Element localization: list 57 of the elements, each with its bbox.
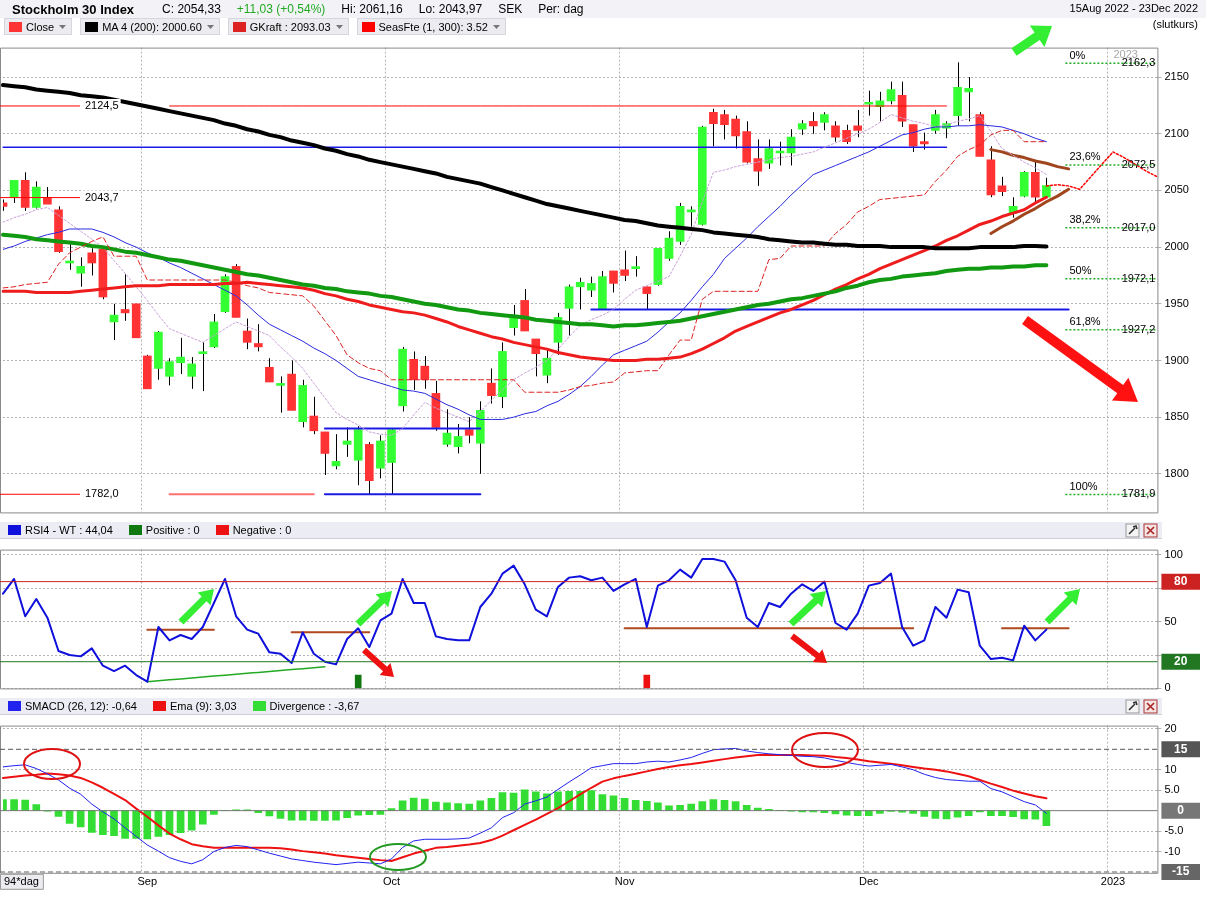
legend-label: Negative : 0 xyxy=(232,524,292,536)
y-tick-label: 10 xyxy=(1164,762,1177,775)
ref-line-label: 1781,9 xyxy=(1121,487,1156,500)
y-tick-label: 1800 xyxy=(1164,466,1189,479)
y-tick-label: 0 xyxy=(1164,681,1171,694)
y-tick-label: 1950 xyxy=(1164,296,1189,309)
legend-label: MA 4 (200): 2000.60 xyxy=(102,20,202,33)
ref-line-label: 1782,0 xyxy=(85,487,119,500)
text: 94*dag xyxy=(4,874,39,887)
y-tick-label: -10 xyxy=(1164,844,1181,857)
x-tick-label: Nov xyxy=(614,875,635,888)
ref-line-label: 2017,0 xyxy=(1121,220,1156,233)
y-tick-label: 2150 xyxy=(1164,70,1189,83)
x-tick-label: 2023 xyxy=(1100,875,1126,888)
y-tick-label: 20 xyxy=(1164,721,1177,734)
annotation: 0% xyxy=(1069,48,1086,61)
annotation: 38,2% xyxy=(1069,213,1101,226)
text: +11,03 (+0,54%) xyxy=(236,2,326,16)
ref-line-label: 1972,1 xyxy=(1121,271,1156,284)
annotation: 61,8% xyxy=(1069,315,1101,328)
y-tick-label: 2000 xyxy=(1164,240,1189,253)
legend-label: Positive : 0 xyxy=(145,524,200,536)
x-tick-label: Oct xyxy=(382,875,401,888)
y-tick-label: 100 xyxy=(1164,547,1183,560)
ref-line-label: 80 xyxy=(1174,573,1188,588)
text: SEK xyxy=(498,2,523,16)
legend-label: SeasFte (1, 300): 3.52 xyxy=(378,20,488,33)
text: C: 2054,33 xyxy=(162,2,221,16)
ref-line-label: 2043,7 xyxy=(85,190,119,203)
y-tick-label: 2050 xyxy=(1164,183,1189,196)
y-tick-label: 5.0 xyxy=(1164,783,1180,796)
text: Hi: 2061,16 xyxy=(341,2,403,16)
annotation: 100% xyxy=(1069,479,1098,492)
legend-label: Close xyxy=(26,20,55,33)
text: Per: dag xyxy=(538,2,584,16)
x-tick-label: Sep xyxy=(137,875,158,888)
annotation: 23,6% xyxy=(1069,150,1101,163)
ref-line-label: 1927,2 xyxy=(1121,322,1156,335)
legend-label: Divergence : -3,67 xyxy=(269,700,360,712)
legend-label: GKraft : 2093.03 xyxy=(249,20,331,33)
legend-label: RSI4 - WT : 44,04 xyxy=(25,524,113,536)
x-tick-label: Dec xyxy=(859,875,880,888)
ref-line-label: -15 xyxy=(1172,864,1190,879)
text: Lo: 2043,97 xyxy=(418,2,483,16)
y-tick-label: 1850 xyxy=(1164,410,1189,423)
y-tick-label: -5.0 xyxy=(1164,824,1184,837)
text: 15Aug 2022 - 23Dec 2022 xyxy=(1069,2,1198,14)
legend-label: SMACD (26, 12): -0,64 xyxy=(25,700,137,712)
y-tick-label: 50 xyxy=(1164,614,1177,627)
chart-title: Stockholm 30 Index xyxy=(12,1,135,17)
text: (slutkurs) xyxy=(1152,18,1198,30)
y-tick-label: 2100 xyxy=(1164,126,1189,139)
legend-label: Ema (9): 3,03 xyxy=(169,700,237,712)
ref-line-label: 15 xyxy=(1174,741,1188,756)
y-tick-label: 1900 xyxy=(1164,353,1189,366)
annotation: 50% xyxy=(1069,264,1092,277)
ref-line-label: 2124,5 xyxy=(85,99,119,112)
